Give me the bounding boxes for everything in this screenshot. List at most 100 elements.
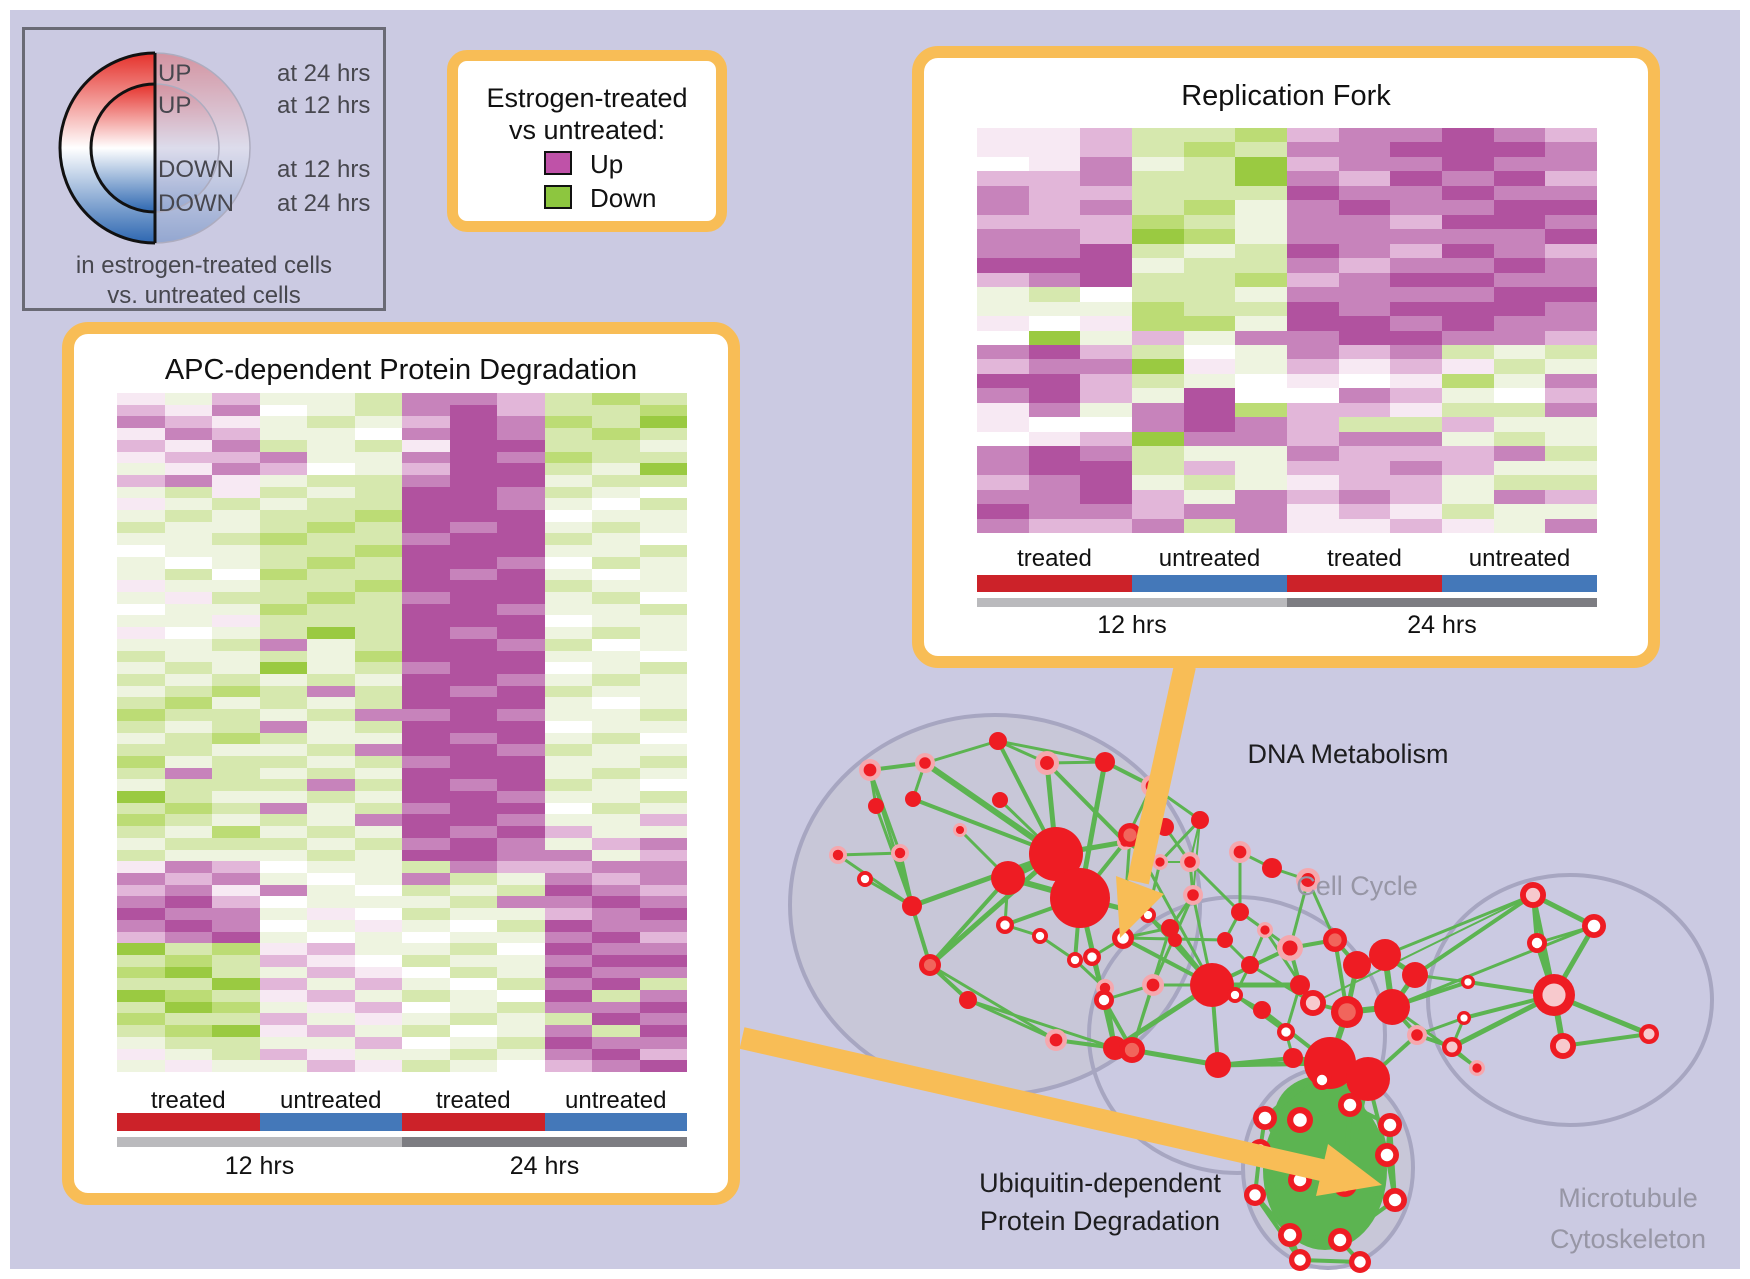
heatmap-cell: [1287, 229, 1339, 244]
heatmap-cell: [544, 1060, 592, 1072]
heatmap-cell: [117, 1036, 165, 1049]
heatmap-cell: [1028, 243, 1081, 259]
heatmap-cell: [497, 826, 545, 838]
heatmap-cell: [1183, 518, 1236, 533]
heatmap-cell: [449, 451, 497, 464]
heatmap-cell: [117, 896, 165, 909]
replication-fork-title: Replication Fork: [1181, 80, 1391, 112]
heatmap-cell: [592, 463, 640, 475]
heatmap-cell: [259, 451, 307, 464]
heatmap-cell: [592, 943, 640, 955]
heatmap-cell: [639, 1048, 687, 1061]
network-node: [1349, 1251, 1371, 1273]
heatmap-cell: [639, 837, 687, 850]
heatmap-cell: [977, 460, 1029, 476]
heatmap-cell: [1442, 518, 1494, 533]
heatmap-cell: [544, 498, 592, 511]
heatmap-cell: [354, 673, 402, 686]
heatmap-cell: [307, 1025, 355, 1037]
heatmap-cell: [1493, 359, 1546, 374]
heatmap-cell: [639, 580, 687, 593]
heatmap-cell: [977, 200, 1029, 215]
heatmap-cell: [1390, 460, 1442, 476]
heatmap-cell: [592, 451, 640, 464]
heatmap-cell: [354, 837, 402, 850]
heatmap-cell: [354, 592, 402, 604]
heatmap-cell: [402, 486, 450, 499]
heatmap-cell: [1338, 460, 1391, 476]
heatmap-cell: [1545, 287, 1597, 302]
heatmap-cell: [307, 439, 355, 452]
heatmap-cell: [1493, 373, 1546, 389]
heatmap-cell: [259, 720, 307, 733]
heatmap-cell: [1545, 330, 1597, 345]
heatmap-cell: [307, 767, 355, 780]
heatmap-cell: [497, 732, 545, 745]
heatmap-cell: [212, 1036, 260, 1049]
heatmap-cell: [164, 498, 212, 511]
heatmap-cell: [1545, 489, 1597, 505]
heatmap-cell: [977, 243, 1029, 259]
heatmap-cell: [497, 919, 545, 932]
heatmap-cell: [1338, 417, 1391, 432]
heatmap-cell: [977, 359, 1029, 374]
heatmap-cell: [639, 545, 687, 557]
heatmap-cell: [1442, 330, 1494, 345]
network-node: [859, 759, 881, 781]
heatmap-cell: [639, 908, 687, 920]
heatmap-cell: [164, 568, 212, 581]
heatmap-cell: [497, 779, 545, 792]
heatmap-cell: [1132, 287, 1184, 302]
heatmap-cell: [1545, 373, 1597, 389]
heatmap-cell: [977, 446, 1029, 461]
heatmap-cell: [1338, 431, 1391, 447]
heatmap-cell: [117, 533, 165, 546]
heatmap-cell: [354, 744, 402, 756]
node-solid: [1346, 1057, 1390, 1101]
heatmap-cell: [307, 884, 355, 897]
node-solid: [868, 798, 884, 814]
node-solid: [992, 792, 1008, 808]
heatmap-cell: [1442, 475, 1494, 490]
heatmap-cell: [1235, 301, 1287, 317]
heatmap-cell: [402, 603, 450, 616]
network-node: [1338, 1093, 1362, 1117]
network-edge: [1391, 924, 1595, 1009]
heatmap-cell: [1028, 185, 1081, 201]
heatmap-cell: [402, 802, 450, 815]
node-solid: [1262, 858, 1282, 878]
heatmap-cell: [1338, 330, 1391, 345]
heatmap-cell: [1287, 128, 1339, 143]
heatmap-cell: [259, 779, 307, 792]
heatmap-cell: [164, 580, 212, 593]
node-core: [863, 763, 877, 777]
heatmap-cell: [977, 417, 1029, 432]
panel-to-cluster-arrow: [1127, 663, 1196, 885]
heatmap-cell: [497, 884, 545, 897]
heatmap-cell: [402, 943, 450, 955]
treatment-group-label: untreated: [1468, 545, 1571, 572]
estrogen-legend-box: Estrogen-treated vs untreated: Up Down: [447, 50, 727, 232]
heatmap-cell: [1235, 243, 1287, 259]
heatmap-cell: [1080, 287, 1132, 302]
heatmap-cell: [1390, 128, 1442, 143]
heatmap-cell: [117, 732, 165, 745]
heatmap-cell: [354, 966, 402, 979]
heatmap-cell: [164, 849, 212, 862]
heatmap-cell: [259, 732, 307, 745]
heatmap-cell: [1235, 417, 1287, 432]
heatmap-cell: [544, 709, 592, 721]
heatmap-cell: [212, 556, 260, 569]
heatmap-cell: [402, 673, 450, 686]
network-edge: [928, 852, 1058, 967]
heatmap-cell: [1183, 431, 1236, 447]
node-hole: [1098, 994, 1110, 1006]
heatmap-cell: [592, 1001, 640, 1014]
heatmap-cell: [449, 896, 497, 909]
heatmap-cell: [1493, 518, 1546, 533]
heatmap-cell: [354, 1048, 402, 1061]
heatmap-cell: [1080, 185, 1132, 201]
heatmap-cell: [449, 650, 497, 663]
heatmap-cell: [402, 849, 450, 862]
network-edge: [837, 853, 913, 908]
